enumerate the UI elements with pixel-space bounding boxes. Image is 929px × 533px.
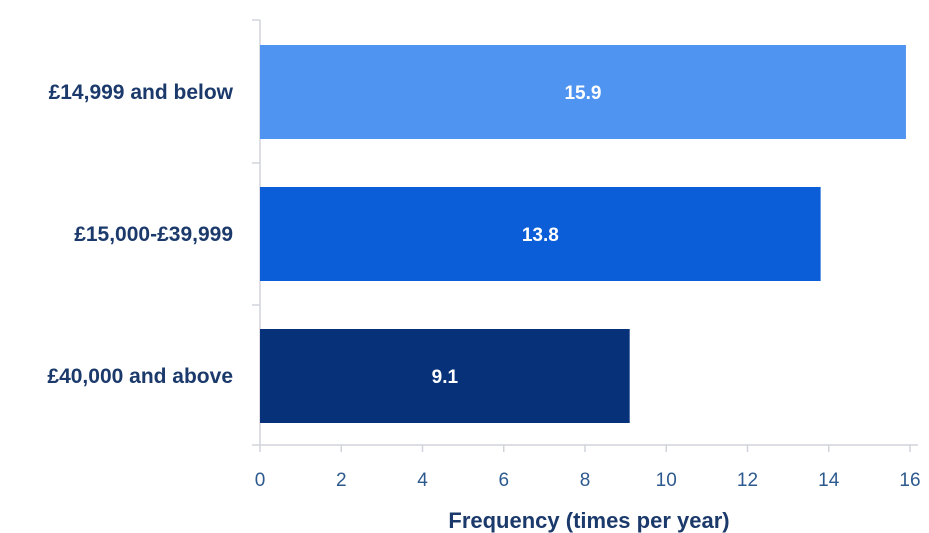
data-label: 9.1	[432, 367, 459, 388]
x-tick-label: 10	[656, 470, 677, 491]
category-label: £14,999 and below	[49, 81, 234, 104]
x-tick-label: 4	[417, 470, 428, 491]
x-tick-label: 14	[818, 470, 840, 491]
x-tick-label: 16	[899, 470, 920, 491]
x-tick-labels: 0 2 4 6 8 10 12 14 16	[255, 470, 921, 491]
category-label: £15,000-£39,999	[74, 223, 233, 246]
category-label: £40,000 and above	[47, 365, 233, 388]
x-tick-label: 2	[336, 470, 347, 491]
data-label: 13.8	[522, 225, 559, 246]
bar	[260, 45, 906, 139]
category-labels: £14,999 and below £15,000-£39,999 £40,000 …	[47, 81, 233, 388]
x-tick-label: 8	[580, 470, 591, 491]
bars	[260, 45, 906, 423]
x-axis-title: Frequency (times per year)	[448, 508, 729, 533]
x-tick-label: 12	[737, 470, 758, 491]
x-tick-label: 0	[255, 470, 266, 491]
data-labels: 15.9 13.8 9.1	[432, 83, 602, 388]
bar	[260, 187, 821, 281]
data-label: 15.9	[564, 83, 601, 104]
x-tick-label: 6	[498, 470, 509, 491]
bar	[260, 329, 630, 423]
